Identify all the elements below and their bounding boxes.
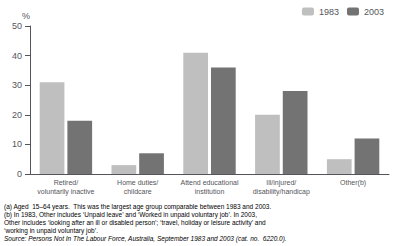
svg-text:20: 20	[12, 110, 22, 120]
svg-text:institution: institution	[195, 188, 225, 195]
svg-text:‘working in unpaid voluntary j: ‘working in unpaid voluntary job’.	[4, 227, 98, 235]
svg-text:Home duties/: Home duties/	[117, 179, 158, 186]
svg-text:Other(b): Other(b)	[340, 179, 366, 187]
svg-text:(a) Aged 15–64 years. This w: (a) Aged 15–64 years. This was the large…	[4, 203, 271, 211]
svg-text:50: 50	[12, 21, 22, 31]
svg-text:10: 10	[12, 139, 22, 149]
svg-text:2003: 2003	[364, 7, 384, 17]
svg-text:Other includes ‘looking after: Other includes ‘looking after an ill or …	[4, 219, 266, 227]
svg-text:disability/handicap: disability/handicap	[253, 188, 310, 196]
svg-text:voluntarily inactive: voluntarily inactive	[37, 188, 94, 196]
svg-text:%: %	[22, 11, 30, 21]
svg-text:Source: Persons Not In The Lab: Source: Persons Not In The Labour Force,…	[4, 235, 287, 243]
svg-text:Retired/: Retired/	[54, 179, 79, 186]
svg-text:40: 40	[12, 51, 22, 61]
svg-text:Attend educational: Attend educational	[181, 179, 239, 186]
svg-text:(b) In 1983, Other includes ‘U: (b) In 1983, Other includes ‘Unpaid leav…	[4, 211, 257, 219]
svg-text:0: 0	[17, 169, 22, 179]
svg-text:1983: 1983	[319, 7, 339, 17]
svg-text:Ill/injured/: Ill/injured/	[266, 179, 296, 187]
svg-text:30: 30	[12, 80, 22, 90]
svg-text:childcare: childcare	[124, 188, 152, 195]
